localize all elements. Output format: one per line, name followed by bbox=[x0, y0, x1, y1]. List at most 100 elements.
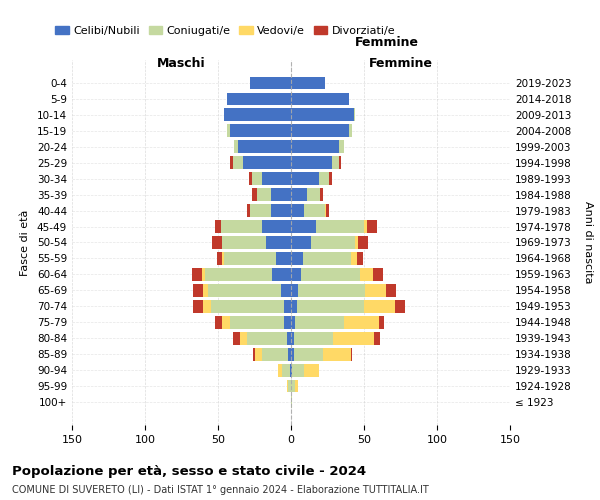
Bar bbox=[374, 332, 380, 344]
Bar bbox=[323, 348, 351, 360]
Bar bbox=[291, 284, 298, 296]
Bar bbox=[192, 268, 202, 281]
Bar bbox=[288, 380, 291, 392]
Bar bbox=[291, 76, 325, 90]
Bar bbox=[304, 364, 319, 376]
Bar bbox=[223, 316, 230, 328]
Bar bbox=[329, 172, 332, 185]
Bar bbox=[193, 300, 203, 312]
Bar bbox=[291, 140, 339, 153]
Bar bbox=[339, 156, 341, 169]
Bar bbox=[212, 236, 223, 249]
Bar bbox=[364, 220, 367, 233]
Bar bbox=[291, 124, 349, 137]
Bar bbox=[291, 204, 304, 217]
Bar bbox=[355, 236, 358, 249]
Bar bbox=[217, 252, 223, 265]
Bar bbox=[358, 236, 368, 249]
Text: Femmine: Femmine bbox=[355, 36, 419, 49]
Bar bbox=[359, 268, 373, 281]
Bar bbox=[233, 156, 243, 169]
Bar bbox=[291, 236, 311, 249]
Bar bbox=[230, 124, 291, 137]
Bar bbox=[215, 316, 223, 328]
Bar bbox=[295, 316, 344, 328]
Bar bbox=[316, 220, 364, 233]
Bar bbox=[395, 300, 405, 312]
Bar bbox=[282, 364, 290, 376]
Bar bbox=[291, 268, 301, 281]
Bar bbox=[291, 156, 332, 169]
Bar bbox=[351, 252, 356, 265]
Bar bbox=[365, 284, 386, 296]
Bar bbox=[297, 300, 364, 312]
Bar bbox=[291, 364, 292, 376]
Bar bbox=[373, 268, 383, 281]
Bar bbox=[311, 236, 355, 249]
Legend: Celibi/Nubili, Coniugati/e, Vedovi/e, Divorziati/e: Celibi/Nubili, Coniugati/e, Vedovi/e, Di… bbox=[51, 22, 400, 40]
Bar bbox=[253, 348, 254, 360]
Bar bbox=[248, 172, 251, 185]
Bar bbox=[291, 380, 295, 392]
Text: Maschi: Maschi bbox=[157, 57, 206, 70]
Text: COMUNE DI SUVERETO (LI) - Dati ISTAT 1° gennaio 2024 - Elaborazione TUTTITALIA.I: COMUNE DI SUVERETO (LI) - Dati ISTAT 1° … bbox=[12, 485, 429, 495]
Bar bbox=[332, 156, 339, 169]
Text: Popolazione per età, sesso e stato civile - 2024: Popolazione per età, sesso e stato civil… bbox=[12, 465, 366, 478]
Bar bbox=[271, 188, 291, 201]
Bar bbox=[247, 332, 287, 344]
Text: Femmine: Femmine bbox=[368, 57, 433, 70]
Bar bbox=[294, 348, 323, 360]
Bar bbox=[257, 188, 271, 201]
Bar bbox=[339, 140, 344, 153]
Bar bbox=[288, 348, 291, 360]
Bar bbox=[193, 284, 203, 296]
Bar bbox=[223, 236, 266, 249]
Bar bbox=[284, 316, 291, 328]
Bar bbox=[386, 284, 396, 296]
Bar bbox=[262, 348, 288, 360]
Bar bbox=[250, 76, 291, 90]
Bar bbox=[233, 332, 240, 344]
Bar bbox=[364, 300, 395, 312]
Bar bbox=[205, 268, 272, 281]
Bar bbox=[266, 236, 291, 249]
Bar bbox=[291, 252, 302, 265]
Bar bbox=[301, 268, 359, 281]
Bar bbox=[247, 204, 250, 217]
Bar bbox=[272, 268, 291, 281]
Bar bbox=[291, 348, 294, 360]
Bar bbox=[344, 316, 379, 328]
Bar bbox=[203, 284, 208, 296]
Bar bbox=[298, 284, 365, 296]
Bar bbox=[294, 332, 334, 344]
Bar bbox=[291, 188, 307, 201]
Bar bbox=[291, 316, 295, 328]
Bar bbox=[351, 348, 352, 360]
Bar bbox=[291, 300, 297, 312]
Bar bbox=[262, 220, 291, 233]
Bar bbox=[319, 172, 329, 185]
Bar bbox=[223, 252, 224, 265]
Bar bbox=[379, 316, 385, 328]
Bar bbox=[291, 172, 319, 185]
Bar bbox=[224, 252, 277, 265]
Bar bbox=[326, 204, 329, 217]
Bar bbox=[243, 156, 291, 169]
Bar bbox=[203, 300, 211, 312]
Bar bbox=[238, 140, 291, 153]
Bar bbox=[291, 92, 349, 106]
Bar bbox=[234, 140, 238, 153]
Bar bbox=[230, 156, 233, 169]
Bar bbox=[262, 172, 291, 185]
Bar bbox=[254, 348, 262, 360]
Bar bbox=[287, 380, 288, 392]
Bar bbox=[354, 108, 355, 122]
Bar bbox=[291, 396, 292, 408]
Bar bbox=[224, 108, 291, 122]
Bar bbox=[291, 332, 294, 344]
Bar bbox=[367, 220, 377, 233]
Bar bbox=[271, 204, 291, 217]
Bar bbox=[320, 188, 323, 201]
Bar bbox=[227, 124, 230, 137]
Bar bbox=[277, 252, 291, 265]
